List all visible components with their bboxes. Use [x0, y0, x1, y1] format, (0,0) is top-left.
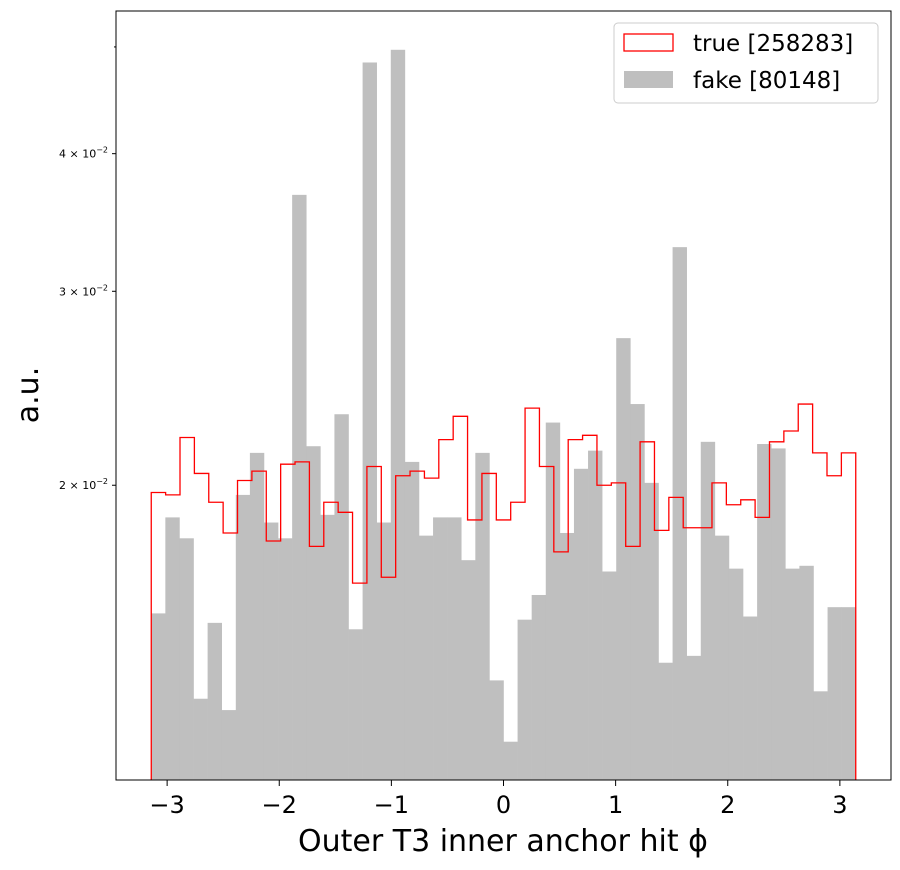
fake-bar — [630, 404, 645, 780]
x-tick-label: −3 — [149, 791, 184, 819]
fake-bar — [531, 594, 547, 780]
fake-bar — [151, 613, 166, 780]
fake-bar — [686, 655, 702, 780]
fake-bar — [827, 607, 842, 780]
fake-bar — [362, 62, 377, 780]
fake-bar — [433, 517, 448, 780]
fake-bar — [334, 414, 349, 780]
fake-bar — [376, 522, 392, 780]
y-tick-label: 3 × 10−2 — [59, 283, 108, 298]
x-tick-label: 1 — [608, 791, 623, 819]
fake-bar — [602, 571, 617, 780]
x-tick-label: 2 — [720, 791, 735, 819]
legend-swatch-true — [623, 33, 674, 52]
fake-bar — [728, 568, 744, 780]
fake-bar — [278, 538, 293, 780]
fake-bar — [249, 452, 265, 780]
fake-bar — [743, 616, 758, 780]
fake-bar — [573, 468, 589, 780]
x-tick-label: 0 — [496, 791, 511, 819]
fake-bar — [559, 532, 575, 780]
x-axis-title: Outer T3 inner anchor hit ϕ — [298, 824, 708, 859]
fake-bar — [616, 338, 631, 780]
fake-bar — [672, 247, 687, 781]
fake-bar — [644, 482, 659, 780]
fake-bar — [700, 441, 716, 780]
x-tick-label: −1 — [374, 791, 409, 819]
fake-bar — [545, 422, 561, 780]
x-tick-label: −2 — [262, 791, 297, 819]
fake-series-bars — [151, 49, 857, 781]
y-axis-ticks: 2 × 10−2 3 × 10−2 4 × 10−2 — [59, 46, 116, 492]
fake-bar — [263, 522, 279, 780]
legend-label-fake: fake [80148] — [693, 68, 840, 94]
fake-bar — [813, 691, 828, 780]
fake-bar — [221, 710, 237, 780]
fake-bar — [348, 629, 363, 780]
fake-bar — [841, 607, 857, 780]
fake-bar — [461, 560, 476, 780]
fake-bar — [306, 446, 321, 780]
fake-bar — [489, 680, 504, 780]
fake-bar — [418, 535, 434, 780]
fake-bar — [785, 568, 800, 780]
fake-bar — [390, 49, 406, 781]
legend-swatch-fake — [624, 71, 673, 88]
fake-bar — [193, 698, 208, 780]
fake-bar — [517, 619, 532, 780]
true-series-step-line — [150, 403, 857, 780]
fake-bar — [757, 444, 772, 780]
fake-bar — [292, 194, 307, 781]
fake-bar — [475, 452, 490, 780]
fake-bar — [799, 565, 814, 780]
legend: true [258283] fake [80148] — [613, 22, 879, 104]
fake-bar — [503, 741, 518, 780]
y-axis-title: a.u. — [11, 367, 46, 423]
fake-bar — [771, 448, 786, 780]
y-tick-label: 2 × 10−2 — [59, 477, 108, 492]
legend-box — [613, 22, 879, 104]
fake-bar — [165, 517, 180, 780]
y-tick-label: 4 × 10−2 — [59, 146, 108, 161]
fake-bar — [588, 450, 603, 780]
fake-bar — [320, 514, 335, 780]
legend-label-true: true [258283] — [693, 31, 853, 57]
fake-bar — [447, 517, 462, 780]
fake-bar — [207, 622, 223, 780]
fake-bar — [235, 494, 251, 780]
fake-bar — [658, 662, 673, 780]
x-axis-ticks: −3 −2 −1 0 1 2 3 — [149, 780, 848, 819]
x-tick-label: 3 — [832, 791, 847, 819]
fake-bar — [179, 538, 194, 780]
fake-bar — [404, 461, 420, 780]
fake-bar — [714, 535, 730, 780]
